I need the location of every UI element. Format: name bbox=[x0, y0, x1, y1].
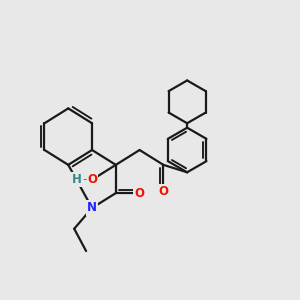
Text: -: - bbox=[82, 173, 87, 186]
Text: O: O bbox=[158, 185, 168, 198]
Text: N: N bbox=[87, 202, 97, 214]
Text: O: O bbox=[87, 173, 97, 186]
Text: O: O bbox=[135, 187, 145, 200]
Text: H: H bbox=[72, 173, 82, 186]
